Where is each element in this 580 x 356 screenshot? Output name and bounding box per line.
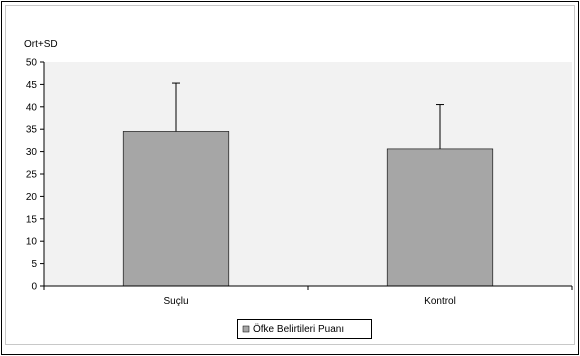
y-tick-label-25: 25 xyxy=(26,170,38,181)
y-tick-label-50: 50 xyxy=(26,58,38,69)
y-tick-label-5: 5 xyxy=(31,259,37,270)
bar-1 xyxy=(386,148,494,287)
x-tick-label-1: Kontrol xyxy=(424,296,456,307)
y-tick-label-10: 10 xyxy=(26,237,38,248)
bar-0 xyxy=(122,131,230,287)
y-axis-label: Ort+SD xyxy=(24,39,58,50)
y-tick-label-40: 40 xyxy=(26,102,38,113)
y-tick-label-20: 20 xyxy=(26,192,38,203)
x-tick-label-0: Suçlu xyxy=(163,296,188,307)
y-tick-label-30: 30 xyxy=(26,147,38,158)
legend-swatch xyxy=(242,325,250,333)
legend-label: Öfke Belirtileri Puanı xyxy=(253,323,344,335)
y-tick-label-15: 15 xyxy=(26,214,38,225)
y-tick-label-35: 35 xyxy=(26,125,38,136)
y-tick-label-0: 0 xyxy=(31,282,37,293)
y-tick-label-45: 45 xyxy=(26,80,38,91)
legend-box xyxy=(237,319,372,339)
legend: Öfke Belirtileri Puanı xyxy=(237,319,372,339)
